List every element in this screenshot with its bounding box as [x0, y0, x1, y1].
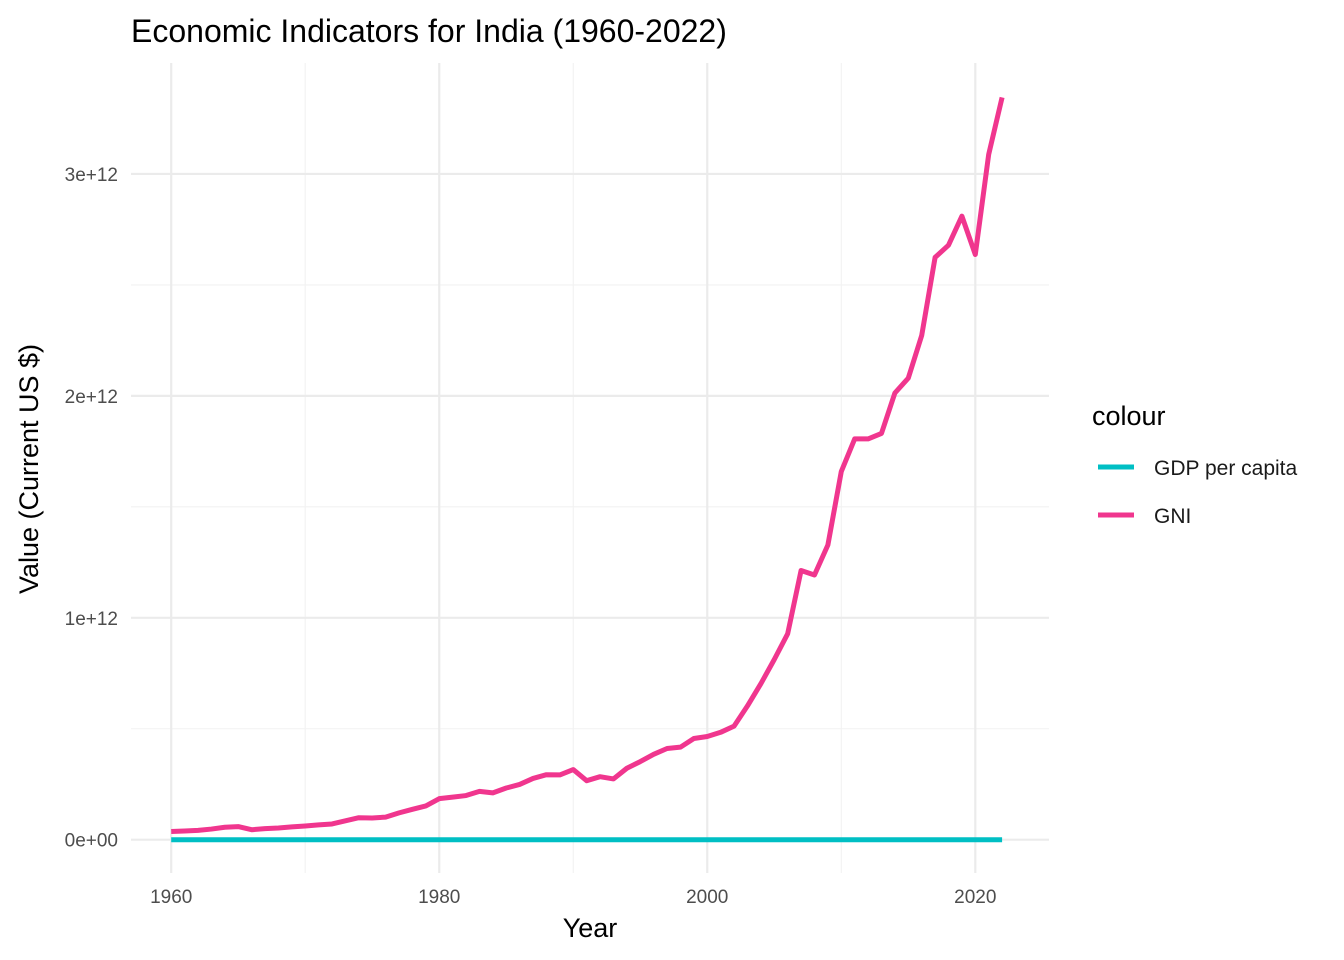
series-lines — [171, 96, 1005, 843]
y-tick-label: 3e+12 — [65, 165, 118, 186]
grid — [131, 63, 1049, 873]
x-tick-label: 1980 — [418, 887, 460, 908]
axis-ticks: 0e+00 1e+12 2e+12 3e+12 1960 1980 2000 2020 — [65, 165, 997, 908]
y-tick-label: 1e+12 — [65, 609, 118, 630]
legend-label-gdp-per-capita: GDP per capita — [1154, 457, 1298, 480]
series-line-gni — [171, 96, 1005, 834]
y-tick-label: 2e+12 — [65, 387, 118, 408]
x-tick-label: 2000 — [686, 887, 728, 908]
chart-title: Economic Indicators for India (1960-2022… — [131, 13, 727, 49]
x-tick-label: 2020 — [954, 887, 996, 908]
legend-label-gni: GNI — [1154, 505, 1191, 528]
legend-title: colour — [1092, 401, 1166, 431]
y-axis-title: Value (Current US $) — [14, 344, 44, 594]
legend: colour GDP per capita GNI — [1092, 401, 1298, 528]
y-tick-label: 0e+00 — [65, 831, 118, 852]
x-tick-label: 1960 — [150, 887, 192, 908]
x-axis-title: Year — [563, 913, 618, 943]
